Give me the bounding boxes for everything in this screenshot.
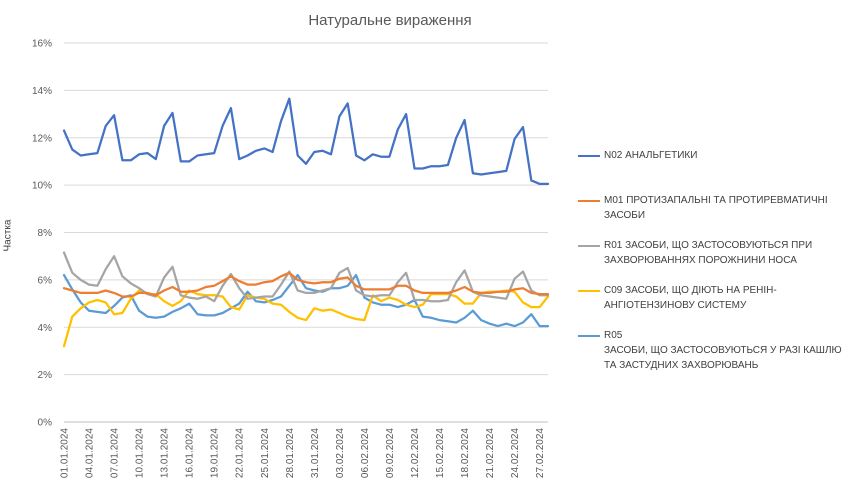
x-tick-label: 31.01.2024 [310, 428, 321, 478]
y-tick-label: 10% [32, 181, 52, 192]
legend-label: M01 ПРОТИЗАПАЛЬНІ ТА ПРОТИРЕВМАТИЧНІ ЗАС… [604, 195, 828, 221]
legend-label: N02 АНАЛЬГЕТИКИ [604, 150, 698, 161]
y-tick-label: 6% [38, 275, 53, 286]
x-tick-label: 24.02.2024 [510, 428, 521, 478]
x-tick-label: 21.02.2024 [485, 428, 496, 478]
x-tick-label: 13.01.2024 [160, 428, 171, 478]
legend-swatch [578, 335, 600, 337]
series-lines [62, 97, 550, 348]
y-tick-label: 0% [38, 418, 53, 429]
legend-swatch [578, 245, 600, 247]
y-tick-label: 16% [32, 39, 52, 50]
y-tick-label: 2% [38, 370, 53, 381]
gridlines [64, 42, 548, 423]
y-tick-label: 4% [38, 323, 53, 334]
x-tick-label: 18.02.2024 [460, 428, 471, 478]
x-tick-label: 10.01.2024 [135, 428, 146, 478]
y-tick-label: 12% [32, 133, 52, 144]
x-tick-label: 15.02.2024 [435, 428, 446, 478]
chart-title: Натуральне вираження [308, 12, 472, 29]
legend-swatch [578, 200, 600, 202]
x-tick-label: 01.01.2024 [60, 428, 71, 478]
x-tick-label: 25.01.2024 [260, 428, 271, 478]
x-tick-label: 19.01.2024 [210, 428, 221, 478]
x-tick-label: 12.02.2024 [410, 428, 421, 478]
x-tick-label: 06.02.2024 [360, 428, 371, 478]
legend-swatch [578, 290, 600, 292]
x-tick-label: 16.01.2024 [185, 428, 196, 478]
series-line [62, 273, 550, 328]
x-tick-label: 09.02.2024 [385, 428, 396, 478]
series-line [62, 271, 550, 298]
series-line [62, 289, 550, 348]
x-tick-label: 04.01.2024 [85, 428, 96, 478]
legend-label: R01 ЗАСОБИ, ЩО ЗАСТОСОВУЮТЬСЯ ПРИ ЗАХВОР… [604, 240, 813, 266]
x-tick-labels: 01.01.2024 04.01.2024 07.01.2024 10.01.2024… [60, 428, 547, 478]
x-tick-label: 28.01.2024 [285, 428, 296, 478]
x-tick-label: 07.01.2024 [110, 428, 121, 478]
series-line [62, 97, 550, 186]
legend-label: C09 ЗАСОБИ, ЩО ДІЮТЬ НА РЕНІН-АНГІОТЕНЗИ… [604, 285, 777, 311]
legend-swatch [578, 155, 600, 157]
legend-label: R05 ЗАСОБИ, ЩО ЗАСТОСОВУЮТЬСЯ У РАЗІ КАШ… [604, 330, 842, 371]
x-tick-label: 27.02.2024 [535, 428, 546, 478]
y-tick-labels: 0% 2% 4% 6% 8% 10% 12% 14% 16% [32, 39, 52, 429]
x-tick-label: 22.01.2024 [235, 428, 246, 478]
x-tick-label: 03.02.2024 [335, 428, 346, 478]
y-tick-label: 8% [38, 228, 53, 239]
y-tick-label: 14% [32, 86, 52, 97]
